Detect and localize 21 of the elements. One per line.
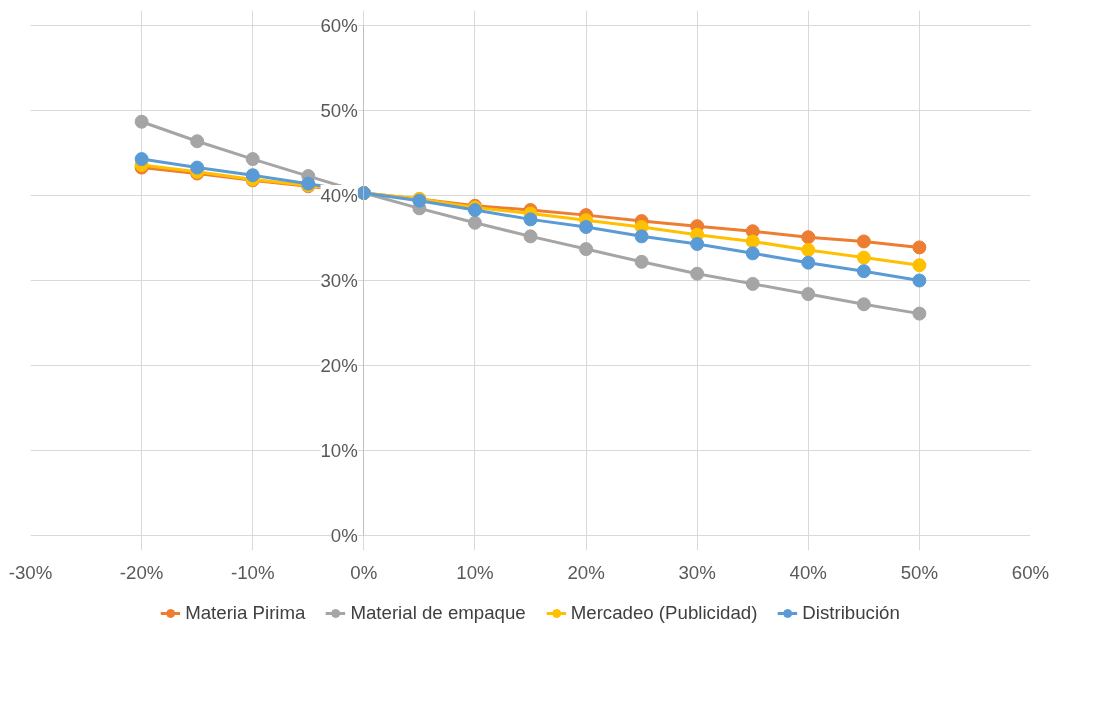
y-tick-label: 50% bbox=[320, 100, 358, 122]
x-tick-label: 0% bbox=[350, 561, 378, 583]
legend-label: Material de empaque bbox=[350, 601, 526, 624]
legend-label: Distribución bbox=[802, 601, 900, 624]
y-tick-label: 10% bbox=[320, 439, 358, 461]
x-tick-label: -30% bbox=[8, 561, 53, 583]
x-tick-label: 50% bbox=[900, 561, 939, 583]
x-tick-label: 60% bbox=[1011, 561, 1050, 583]
legend-label: Materia Pirima bbox=[185, 601, 306, 624]
y-tick-label: 60% bbox=[320, 15, 358, 37]
y-tick-label: 40% bbox=[320, 185, 358, 207]
y-tick-label: 0% bbox=[330, 524, 358, 546]
x-tick-label: 30% bbox=[678, 561, 716, 583]
legend-label: Mercadeo (Publicidad) bbox=[570, 601, 758, 624]
x-tick-label: -20% bbox=[119, 561, 164, 583]
y-tick-label: 30% bbox=[320, 270, 358, 291]
x-tick-label: 20% bbox=[567, 561, 605, 583]
x-tick-label: 10% bbox=[456, 561, 494, 583]
y-tick-label: 20% bbox=[320, 354, 358, 376]
x-tick-label: 40% bbox=[789, 561, 827, 583]
x-tick-label: -10% bbox=[230, 561, 275, 583]
